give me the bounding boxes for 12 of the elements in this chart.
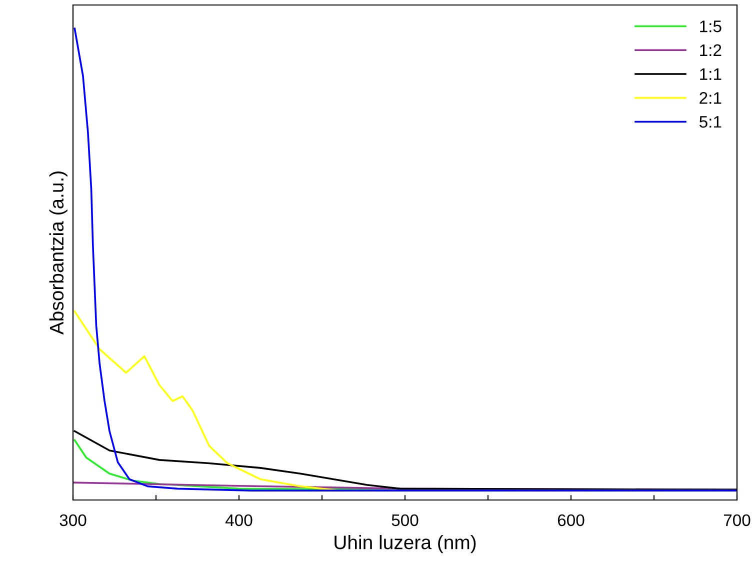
x-tick-label: 600 <box>558 514 584 526</box>
x-tick-label: 500 <box>392 514 418 526</box>
legend-label: 5:1 <box>700 116 722 128</box>
legend-label: 1:5 <box>700 20 722 32</box>
legend-label: 1:2 <box>700 44 722 56</box>
x-tick-label: 300 <box>60 514 86 526</box>
y-axis-title: Absorbantzia (a.u.) <box>49 172 68 335</box>
x-axis-title: Uhin luzera (nm) <box>334 534 476 554</box>
x-tick-label: 700 <box>724 514 750 526</box>
x-tick-label: 400 <box>225 514 252 526</box>
legend-label: 2:1 <box>700 92 722 104</box>
legend-label: 1:1 <box>700 68 722 80</box>
